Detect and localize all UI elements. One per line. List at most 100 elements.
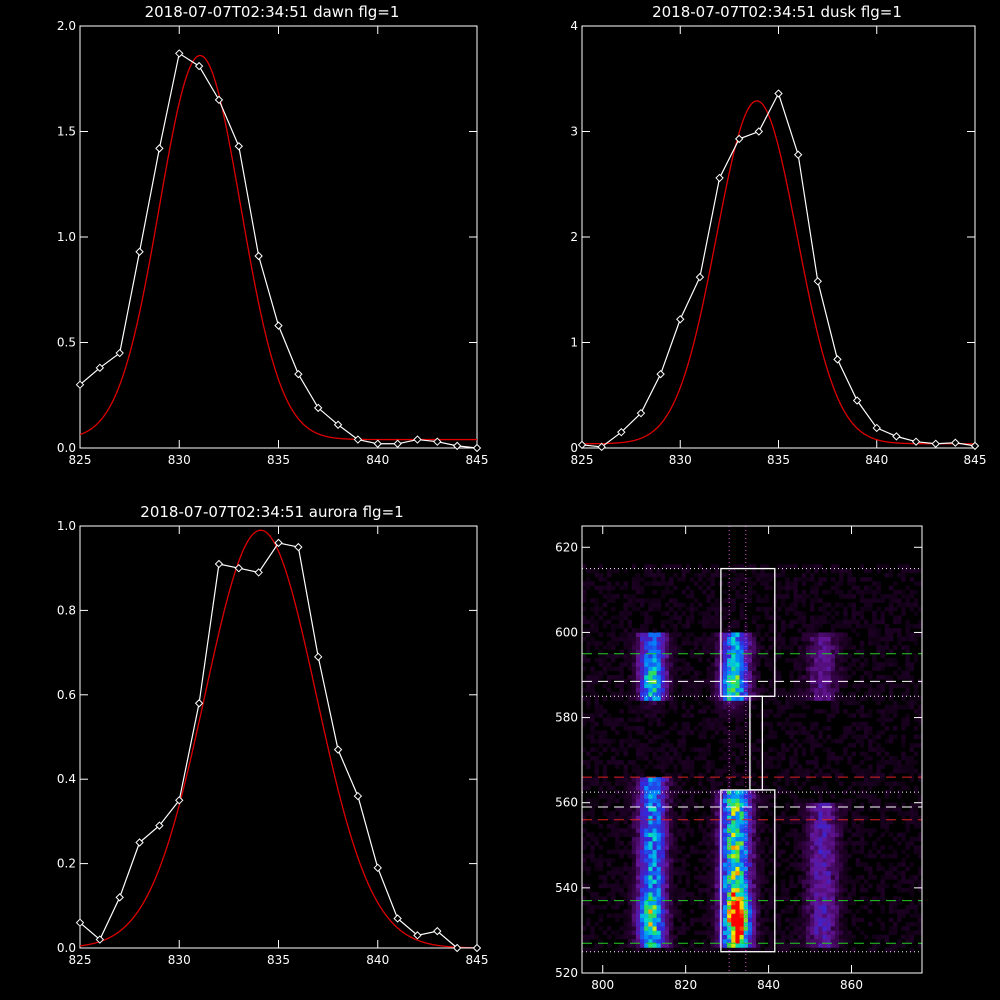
heatmap-cell [660,636,666,642]
heatmap-cell [681,704,686,710]
heatmap-cell [859,845,865,850]
heatmap-cell [652,577,657,582]
heatmap-cell [776,649,782,655]
heatmap-cell [598,709,604,714]
heatmap-cell [797,730,803,735]
heatmap-cell [669,794,674,799]
heatmap-cell [743,913,749,918]
heatmap-cell [698,755,703,761]
heatmap-cell [897,883,902,889]
heatmap-cell [859,836,865,842]
heatmap-cell [590,581,595,586]
heatmap-cell [644,657,649,663]
heatmap-cell [805,683,811,689]
heatmap-cell [752,704,757,710]
heatmap-cell [631,858,637,863]
heatmap-cell [739,947,745,953]
heatmap-cell [868,849,873,855]
heatmap-cell [631,657,637,663]
heatmap-cell [764,611,769,616]
heatmap-cell [785,623,790,629]
heatmap-cell [673,777,678,782]
heatmap-cell [863,585,869,591]
heatmap-cell [652,687,657,693]
heatmap-cell [735,879,740,884]
heatmap-cell [805,564,811,569]
heatmap-cell [615,623,620,629]
heatmap-cell [714,794,720,799]
heatmap-cell [793,943,798,948]
heatmap-cell [859,849,865,855]
heatmap-cell [611,653,616,659]
heatmap-cell [785,943,790,948]
heatmap-cell [880,730,885,735]
heatmap-cell [727,704,732,710]
heatmap-cell [648,913,653,918]
heatmap-cell [648,862,653,867]
heatmap-cell [669,692,674,697]
heatmap-cell [652,815,657,821]
heatmap-cell [718,717,724,723]
heatmap-cell [582,581,587,586]
heatmap-cell [652,930,657,935]
heatmap-cell [801,577,807,582]
heatmap-cell [685,862,691,867]
heatmap-cell [880,598,885,603]
heatmap-cell [909,755,915,761]
heatmap-cell [677,760,682,765]
heatmap-cell [859,904,865,910]
dusk-data-point [813,277,823,286]
heatmap-cell [897,675,902,680]
heatmap-cell [851,700,856,706]
heatmap-cell [598,577,604,582]
heatmap-cell [656,755,662,761]
heatmap-cell [872,589,877,595]
dusk-data-point [617,427,626,437]
heatmap-cell [913,879,919,884]
heatmap-cell [834,892,840,897]
heatmap-cell [669,832,674,838]
heatmap-cell [892,947,898,953]
heatmap-cell [652,598,657,603]
heatmap-cell [714,883,720,889]
heatmap-cell [681,858,686,863]
heatmap-cell [669,704,674,710]
heatmap-cell [859,772,865,778]
heatmap-cell [615,900,620,906]
heatmap-cell [797,802,803,808]
heatmap-cell [602,666,608,672]
heatmap-cell [660,849,666,855]
heatmap-cell [698,611,703,616]
heatmap-cell [801,636,807,642]
heatmap-cell [801,896,807,901]
heatmap-cell [805,934,811,940]
heatmap-cell [706,896,711,901]
heatmap-cell [735,904,740,910]
heatmap-cell [917,777,923,782]
heatmap-cell [706,798,711,804]
heatmap-cell [619,892,624,897]
heatmap-cell [801,589,807,595]
heatmap-cell [710,564,715,569]
dawn-ytick-label: 0.5 [57,336,76,350]
heatmap-cell [818,577,823,582]
heatmap-cell [722,713,728,718]
heatmap-cell [834,666,840,672]
heatmap-cell [582,657,587,663]
heatmap-cell [797,649,803,655]
heatmap-cell [797,934,803,940]
heatmap-cell [826,653,832,659]
heatmap-cell [627,811,633,816]
heatmap-cell [805,696,811,701]
heatmap-cell [635,692,641,697]
heatmap-cell [664,938,670,944]
heatmap-cell [797,845,803,850]
heatmap-cell [818,734,823,740]
heatmap-cell [710,785,715,791]
heatmap-cell [897,619,902,625]
heatmap-cell [635,704,641,710]
heatmap-cell [818,815,823,821]
heatmap-cell [635,653,641,659]
heatmap-cell [851,832,856,838]
heatmap-cell [868,628,873,633]
